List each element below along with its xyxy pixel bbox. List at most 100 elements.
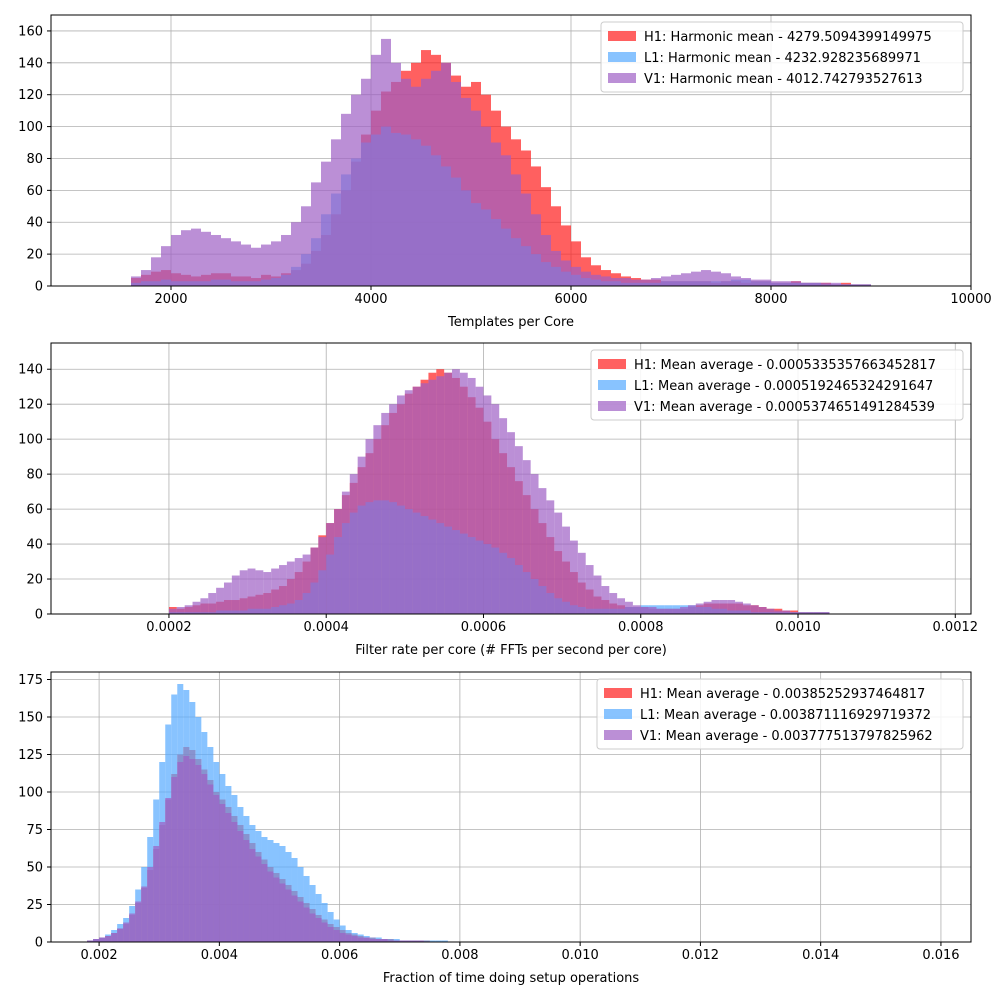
- y-tick-label: 0: [35, 280, 43, 295]
- histogram-bar: [436, 376, 445, 614]
- legend-label-l1: L1: Mean average - 0.003871116929719372: [640, 708, 931, 723]
- histogram-bar: [387, 940, 394, 942]
- histogram-bar: [318, 537, 327, 614]
- histogram-bar: [321, 922, 328, 942]
- histogram-bar: [411, 940, 418, 942]
- histogram-bar: [123, 922, 130, 942]
- x-tick-label: 0.006: [321, 948, 358, 963]
- histogram-bar: [435, 940, 442, 942]
- histogram-bar: [656, 608, 665, 614]
- histogram-bar: [294, 558, 303, 614]
- legend: H1: Mean average - 0.00385252937464817 L1…: [596, 678, 964, 750]
- legend-label-h1: H1: Harmonic mean - 4279.5094399149975: [644, 30, 932, 45]
- x-tick-label: 6000: [554, 292, 587, 307]
- axes-frame: [50, 671, 972, 943]
- histogram-bar: [461, 97, 471, 286]
- histogram-bar: [302, 554, 311, 614]
- histogram-bar: [782, 610, 791, 614]
- histogram-bar: [671, 274, 681, 286]
- histogram-bar: [491, 404, 500, 614]
- histogram-bar: [371, 54, 381, 287]
- y-tick-label: 100: [18, 433, 43, 448]
- histogram-bar: [861, 284, 871, 286]
- histogram-bar: [381, 38, 391, 286]
- histogram-bar: [363, 937, 370, 942]
- histogram-bar: [672, 608, 681, 614]
- histogram-bar: [805, 612, 814, 614]
- legend-label-v1: V1: Mean average - 0.0005374651491284539: [634, 400, 935, 415]
- x-tick-label: 0.012: [682, 948, 719, 963]
- histogram-bar: [373, 425, 382, 614]
- histogram-bar: [389, 404, 397, 614]
- histogram-bar: [183, 756, 190, 942]
- histogram-panel-3: 0.002 0.004 0.006 0.008 0.010 0.012 0.014 0.016…: [18, 671, 972, 986]
- x-tick-label: 0.008: [441, 948, 478, 963]
- histogram-bar: [310, 547, 319, 614]
- x-tick-label: 0.014: [802, 948, 839, 963]
- histogram-bar: [349, 474, 358, 614]
- histogram-bar: [361, 78, 371, 286]
- y-tick-label: 175: [18, 673, 43, 688]
- y-tick-label: 20: [26, 248, 43, 263]
- histogram-bar: [411, 86, 421, 286]
- histogram-bar: [271, 568, 280, 614]
- legend: H1: Harmonic mean - 4279.5094399149975 L1…: [600, 21, 964, 93]
- histogram-bar: [159, 822, 166, 942]
- histogram-bar: [315, 918, 322, 942]
- histogram-bar: [591, 274, 601, 286]
- legend-swatch-l1: [598, 380, 626, 390]
- histogram-bar: [339, 933, 346, 942]
- histogram-bar: [279, 565, 287, 614]
- histogram-bar: [309, 913, 316, 942]
- y-tick-label: 60: [26, 503, 43, 518]
- histogram-bar: [375, 939, 382, 942]
- y-tick-label: 75: [26, 823, 43, 838]
- histogram-bar: [721, 273, 731, 286]
- legend-box: [600, 21, 964, 93]
- y-tick-label: 50: [26, 861, 43, 876]
- histogram-bar: [771, 281, 781, 286]
- x-tick-label: 0.0006: [461, 620, 507, 635]
- histogram-bar: [731, 276, 741, 286]
- histogram-bar: [291, 895, 298, 942]
- legend-swatch-l1: [604, 709, 632, 719]
- histogram-bar: [491, 142, 501, 286]
- histogram-bar: [751, 279, 761, 286]
- histogram-bar: [331, 139, 341, 286]
- histogram-bar: [341, 113, 351, 286]
- histogram-bar: [216, 587, 224, 614]
- histogram-bar: [420, 383, 429, 614]
- y-tick-label: 80: [26, 152, 43, 167]
- histogram-bar: [381, 412, 390, 614]
- histogram-bar: [522, 460, 531, 614]
- histogram-bar: [291, 222, 301, 286]
- series-v1: [168, 369, 830, 614]
- histogram-bar: [681, 273, 691, 286]
- axes-frame: [50, 14, 972, 287]
- y-tick-label: 40: [26, 538, 43, 553]
- histogram-bar: [211, 234, 221, 286]
- histogram-bar: [577, 552, 586, 614]
- y-tick-label: 150: [18, 711, 43, 726]
- y-tick-label: 60: [26, 184, 43, 199]
- histogram-bar: [219, 804, 226, 942]
- histogram-bar: [261, 864, 268, 942]
- histogram-bar: [538, 488, 547, 614]
- y-tick-label: 120: [18, 398, 43, 413]
- histogram-bar: [221, 238, 231, 286]
- histogram-bar: [207, 784, 214, 942]
- y-tick-label: 140: [18, 56, 43, 71]
- histogram-bar: [511, 174, 521, 286]
- x-axis-label: Templates per Core: [447, 315, 574, 330]
- y-tick-label: 120: [18, 88, 43, 103]
- histogram-bar: [661, 276, 671, 286]
- histogram-bar: [200, 598, 209, 614]
- histogram-bar: [831, 282, 841, 286]
- histogram-bar: [396, 395, 405, 614]
- histogram-bar: [365, 439, 374, 614]
- legend-label-v1: V1: Mean average - 0.003777513797825962: [640, 729, 933, 744]
- legend-swatch-v1: [604, 730, 632, 740]
- histogram-bar: [640, 607, 649, 614]
- histogram-bar: [601, 586, 610, 614]
- histogram-bar: [431, 70, 441, 286]
